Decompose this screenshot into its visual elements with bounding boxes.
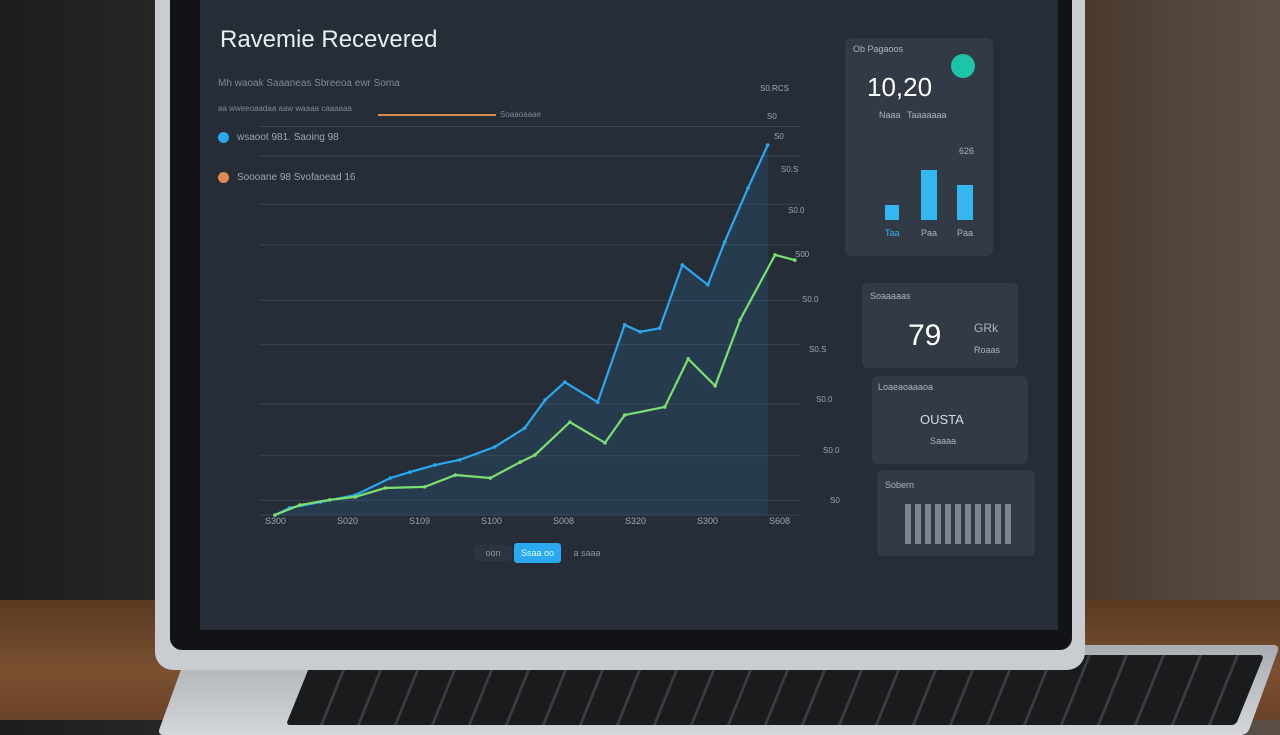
status-badge-icon (951, 54, 975, 78)
mini-bar-label: Paa (921, 228, 938, 238)
card-label: Soaaaaas (870, 291, 911, 301)
card-label: Ob Pagaoos (853, 44, 904, 54)
y-tick-label: S00 (795, 250, 810, 259)
card-label: Loaeaoaaaoa (878, 382, 934, 392)
card-right-value: 626 (959, 146, 975, 156)
y-tick-label: S0.S (809, 345, 827, 354)
data-point (408, 470, 412, 474)
legend-dot-icon (218, 132, 229, 143)
y-tick-label: S0.0 (788, 206, 805, 215)
data-point (488, 476, 493, 480)
data-point (706, 283, 710, 287)
x-tick-label: S320 (625, 516, 647, 526)
pager-next-button[interactable]: a saaa (573, 548, 601, 558)
data-point (622, 323, 627, 327)
y-tick-label: S0 (767, 112, 777, 121)
card-value: 79 (908, 319, 942, 352)
data-point (638, 330, 642, 334)
data-point (686, 357, 690, 361)
card-right: GRk (974, 321, 998, 335)
mini-bar-label: Taa (885, 228, 900, 238)
data-point (765, 143, 770, 147)
data-point (383, 486, 388, 490)
data-point (273, 513, 277, 517)
legend-label: Soooane 98 Svofaoead 16 (237, 172, 356, 183)
accent-line (378, 114, 496, 116)
data-point (543, 398, 547, 402)
x-tick-label: S300 (697, 516, 719, 526)
stat-card-sessions: Soaaaaas 79 GRk Roaas (862, 283, 1018, 368)
server-grid-graphic (905, 504, 1015, 544)
y-tick-label: S0.RCS (760, 84, 789, 93)
legend-item-blue: wsaoot 981. Saoing 98 (218, 132, 339, 143)
page-title: Ravemie Recevered (220, 26, 438, 53)
card-label: Sobern (885, 480, 915, 490)
card-sub: Naaa (879, 110, 901, 120)
data-point (518, 460, 523, 464)
y-tick-label: S0.0 (802, 295, 819, 304)
data-point (563, 380, 567, 384)
stat-card-location: Loaeaoaaaoa OUSTA Saaaa (872, 376, 1028, 464)
series-area (275, 145, 768, 515)
x-tick-label: S608 (769, 516, 791, 526)
card-value: 10,20 (867, 72, 933, 102)
stat-card-pages: Ob Pagaoos 10,20 Naaa Taaaaaaa 626 Taa Pa… (845, 38, 993, 256)
data-point (327, 498, 332, 502)
data-point (722, 240, 727, 244)
stat-card-servers: Sobern (877, 470, 1035, 556)
data-point (353, 495, 358, 499)
legend-label: wsaoot 981. Saoing 98 (237, 132, 339, 143)
data-point (533, 453, 537, 457)
mini-bar-label: Paa (957, 228, 974, 238)
subtitle-2: aa wweeoaadaa aaw waaaa caaaaaa (218, 104, 352, 113)
subtitle-2-tail: Soaaoaaae (500, 110, 541, 119)
data-point (492, 445, 497, 449)
legend-dot-icon (218, 172, 229, 183)
data-point (746, 186, 750, 190)
data-point (433, 463, 437, 467)
pager-active-button[interactable]: Ssaa oo (514, 543, 561, 563)
y-tick-label: S0 (774, 132, 784, 141)
data-point (422, 485, 427, 489)
mini-bar (921, 170, 937, 220)
mini-bar (957, 185, 973, 220)
subtitle: Mh waoak Saaaneas Sbreeoa ewr Soma (218, 78, 400, 89)
legend-item-orange: Soooane 98 Svofaoead 16 (218, 172, 355, 183)
mini-bar (885, 205, 899, 220)
y-tick-label: S0.0 (816, 395, 833, 404)
data-point (298, 503, 302, 507)
card-right: Roaas (974, 345, 1001, 355)
line-chart (260, 126, 800, 517)
card-value: OUSTA (920, 412, 964, 427)
data-point (663, 405, 667, 409)
x-tick-label: S109 (409, 516, 431, 526)
data-point (622, 413, 627, 417)
card-sub: Taaaaaaa (907, 110, 947, 120)
pager-prev-button[interactable]: oon (474, 545, 512, 561)
data-point (792, 258, 797, 262)
x-tick-label: S020 (337, 516, 359, 526)
data-point (388, 476, 393, 480)
data-point (773, 253, 777, 257)
y-tick-label: S0 (830, 496, 840, 505)
y-tick-label: S0.S (781, 165, 799, 174)
data-point (522, 426, 527, 430)
data-point (713, 384, 717, 388)
data-point (595, 400, 600, 404)
data-point (603, 441, 607, 445)
data-point (457, 458, 462, 462)
x-tick-label: S008 (553, 516, 575, 526)
data-point (453, 473, 458, 477)
data-point (680, 263, 685, 267)
card-sub: Saaaa (930, 436, 957, 446)
y-tick-label: S0.0 (823, 446, 840, 455)
x-tick-label: S100 (481, 516, 503, 526)
x-tick-label: S300 (265, 516, 287, 526)
data-point (568, 420, 572, 424)
data-point (738, 318, 742, 322)
data-point (657, 326, 662, 330)
